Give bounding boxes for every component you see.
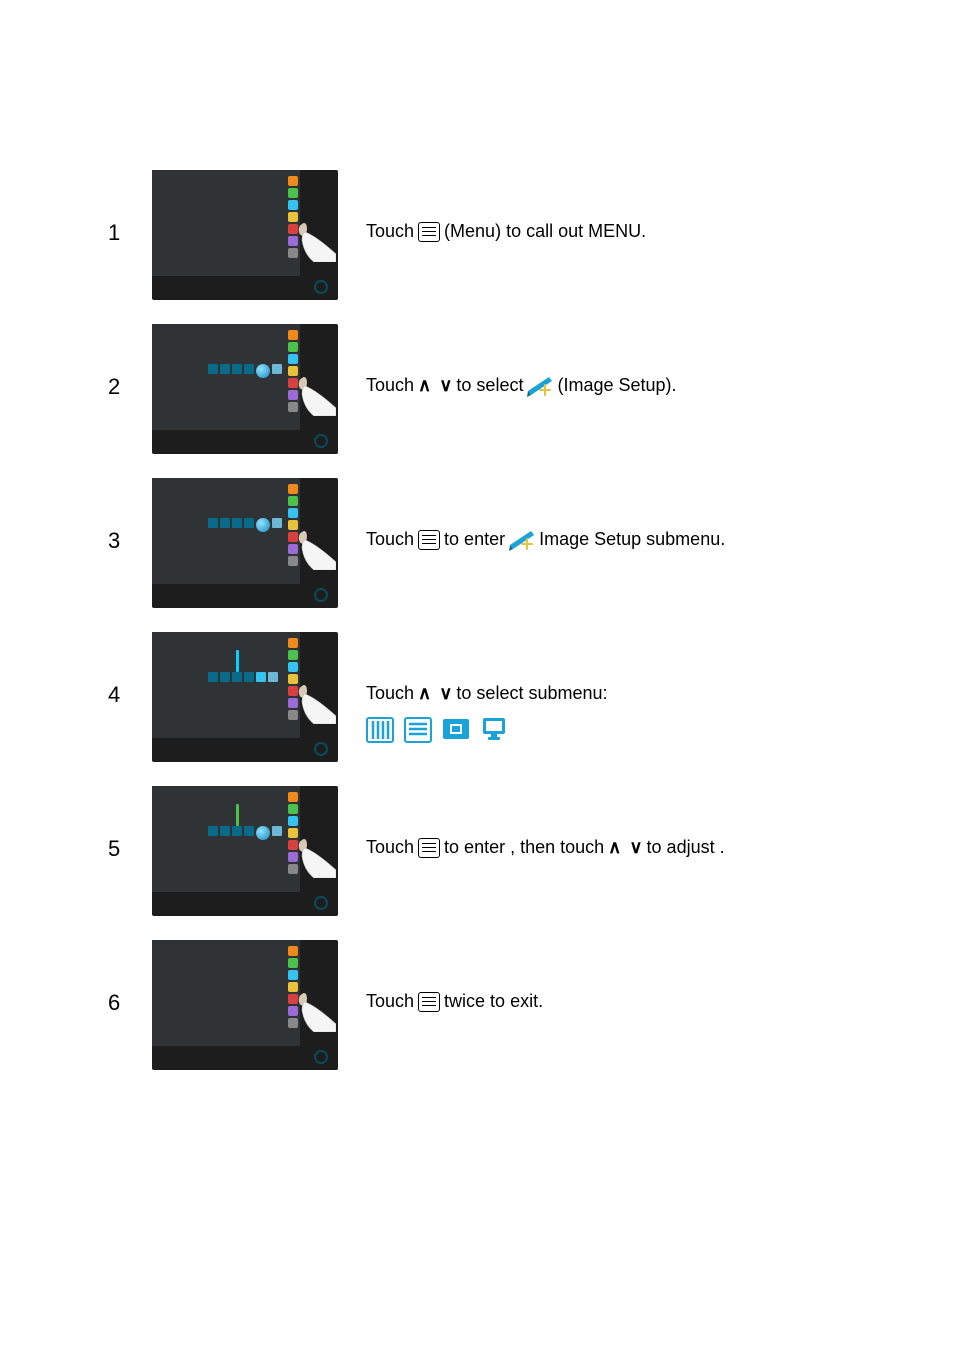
monitor-thumbnail (152, 324, 338, 454)
touch-finger-icon (296, 368, 336, 416)
submenu-monitor-icon (480, 717, 508, 743)
submenu-bars-icon (366, 717, 394, 743)
monitor-thumbnail (152, 786, 338, 916)
menu-icon (418, 838, 440, 858)
step-description: Touch to enter , then touch ∧ ∨ to adjus… (366, 786, 914, 861)
menu-icon (418, 530, 440, 550)
submenu-icon-row (366, 717, 914, 743)
submenu-lines-icon (404, 717, 432, 743)
image-setup-icon (527, 375, 553, 397)
step-text-fragment: Touch (366, 526, 414, 553)
step-text-fragment: Touch (366, 218, 414, 245)
step-text-line: Touch twice to exit. (366, 988, 914, 1015)
step-number: 2 (108, 324, 152, 400)
step-text-line: Touch ∧ ∨ to select submenu: (366, 680, 914, 707)
monitor-thumbnail (152, 170, 338, 300)
step-row: 6 Touch twice to exit. (108, 940, 914, 1070)
step-row: 3 Touch to enter Image Setup submenu. (108, 478, 914, 608)
step-number: 3 (108, 478, 152, 554)
step-text-fragment: twice to exit. (444, 988, 543, 1015)
step-row: 5 Touch to enter , then touch ∧ ∨ to adj… (108, 786, 914, 916)
step-text-line: Touch (Menu) to call out MENU. (366, 218, 914, 245)
manual-page: 1 Touch (Menu) to call out MENU. 2 Touch … (0, 0, 954, 1154)
step-row: 1 Touch (Menu) to call out MENU. (108, 170, 914, 300)
monitor-thumbnail (152, 940, 338, 1070)
steps-list: 1 Touch (Menu) to call out MENU. 2 Touch … (108, 170, 914, 1070)
power-ring-icon (314, 1050, 328, 1064)
step-number: 5 (108, 786, 152, 862)
step-text-fragment: (Menu) to call out MENU. (444, 218, 646, 245)
touch-finger-icon (296, 830, 336, 878)
step-text-fragment: to select (456, 372, 523, 399)
step-number: 4 (108, 632, 152, 708)
touch-finger-icon (296, 984, 336, 1032)
power-ring-icon (314, 742, 328, 756)
osd-horizontal-row (208, 826, 282, 840)
chevron-down-icon: ∨ (629, 834, 642, 861)
chevron-down-icon: ∨ (439, 372, 452, 399)
monitor-thumbnail (152, 632, 338, 762)
touch-finger-icon (296, 676, 336, 724)
osd-horizontal-row (208, 672, 278, 682)
menu-icon (418, 222, 440, 242)
step-description: Touch ∧ ∨ to select submenu: (366, 632, 914, 743)
step-number: 6 (108, 940, 152, 1016)
power-ring-icon (314, 280, 328, 294)
step-text-line: Touch to enter , then touch ∧ ∨ to adjus… (366, 834, 914, 861)
step-text-line: Touch ∧ ∨ to select (Image Setup). (366, 372, 914, 399)
step-text-fragment: to select submenu: (456, 680, 607, 707)
step-description: Touch (Menu) to call out MENU. (366, 170, 914, 245)
step-description: Touch twice to exit. (366, 940, 914, 1015)
touch-finger-icon (296, 214, 336, 262)
osd-horizontal-row (208, 364, 282, 378)
step-text-fragment: Image Setup submenu. (539, 526, 725, 553)
step-description: Touch to enter Image Setup submenu. (366, 478, 914, 553)
step-number: 1 (108, 170, 152, 246)
power-ring-icon (314, 434, 328, 448)
monitor-thumbnail (152, 478, 338, 608)
power-ring-icon (314, 588, 328, 602)
step-text-fragment: to enter (444, 526, 505, 553)
chevron-up-icon: ∧ (608, 834, 621, 861)
step-text-fragment: Touch (366, 834, 414, 861)
step-text-line: Touch to enter Image Setup submenu. (366, 526, 914, 553)
step-text-fragment: Touch (366, 988, 414, 1015)
chevron-up-icon: ∧ (418, 680, 431, 707)
touch-finger-icon (296, 522, 336, 570)
image-setup-icon (509, 529, 535, 551)
step-text-fragment: Touch (366, 372, 414, 399)
submenu-frame-icon (442, 717, 470, 743)
step-text-fragment: Touch (366, 680, 414, 707)
menu-icon (418, 992, 440, 1012)
step-text-fragment: (Image Setup). (557, 372, 676, 399)
step-description: Touch ∧ ∨ to select (Image Setup). (366, 324, 914, 399)
osd-horizontal-row (208, 518, 282, 532)
chevron-down-icon: ∨ (439, 680, 452, 707)
step-text-fragment: to adjust . (647, 834, 725, 861)
step-text-fragment: to enter , then touch (444, 834, 604, 861)
step-row: 4 Touch ∧ ∨ to select submenu: (108, 632, 914, 762)
chevron-up-icon: ∧ (418, 372, 431, 399)
step-row: 2 Touch ∧ ∨ to select (Image Setup). (108, 324, 914, 454)
power-ring-icon (314, 896, 328, 910)
